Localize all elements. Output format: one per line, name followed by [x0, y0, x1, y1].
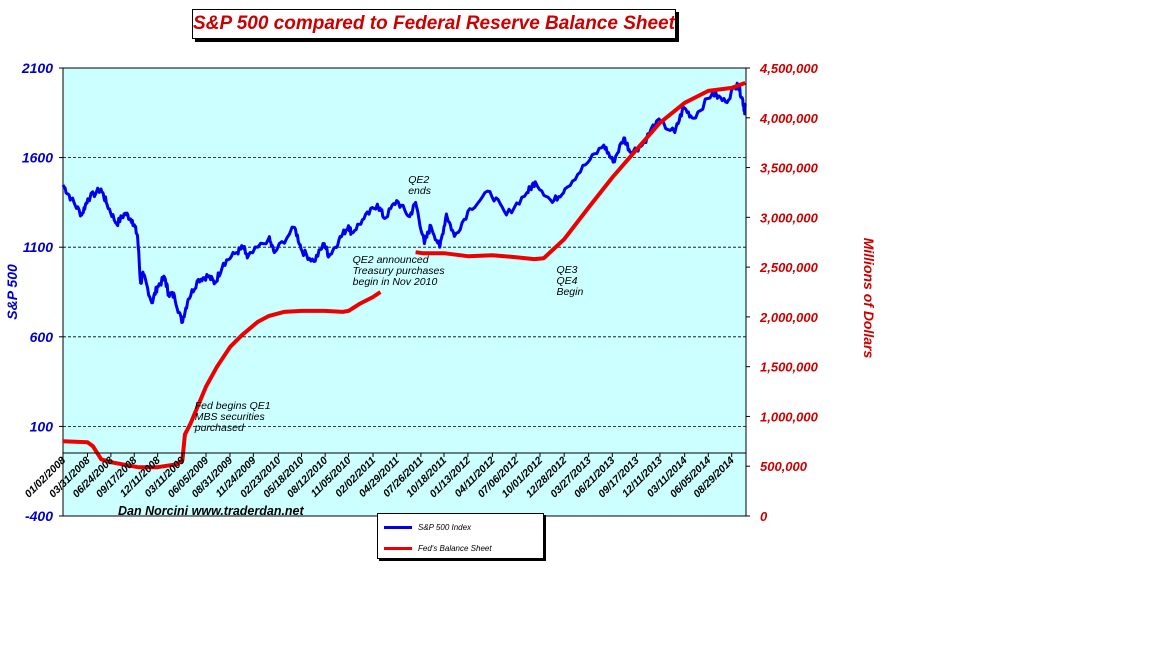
left-tick-label: -400: [25, 508, 53, 524]
series-line-1: [62, 290, 382, 470]
right-tick-label: 1,000,000: [760, 409, 819, 424]
annotation-line: ends: [408, 185, 432, 197]
legend-item-sp500: S&P 500 Index: [384, 523, 471, 532]
left-tick-label: 600: [30, 329, 54, 345]
legend-swatch-fed: [384, 547, 412, 550]
left-tick-label: 100: [30, 418, 54, 434]
right-tick-label: 1,500,000: [760, 360, 819, 375]
annotation-line: MBS securities: [195, 411, 266, 423]
annotation-line: QE2 announced: [353, 254, 430, 266]
y-axis-right-label: Millions of Dollars: [861, 238, 877, 359]
right-tick-label: 4,500,000: [759, 61, 819, 76]
right-tick-label: 4,000,000: [759, 111, 819, 126]
legend-swatch-sp500: [384, 526, 412, 529]
annotation-line: Fed begins QE1: [195, 400, 271, 412]
legend-label-sp500: S&P 500 Index: [418, 523, 472, 532]
right-tick-label: 2,500,000: [759, 260, 819, 275]
annotation-line: purchased: [194, 422, 245, 434]
right-tick-label: 500,000: [760, 459, 808, 474]
y-axis-left-label: S&P 500: [4, 264, 20, 320]
annotation-line: Treasury purchases: [353, 265, 446, 277]
series-line-2: [415, 81, 746, 262]
right-tick-label: 3,500,000: [760, 161, 819, 176]
left-tick-label: 2100: [21, 60, 53, 76]
right-tick-label: 2,000,000: [759, 310, 819, 325]
legend: S&P 500 Index Fed's Balance Sheet: [377, 513, 544, 559]
right-tick-label: 3,000,000: [760, 210, 819, 225]
right-tick-label: 0: [760, 509, 768, 524]
annotation-line: QE4: [556, 275, 577, 287]
annotation-line: QE3: [556, 264, 577, 276]
left-tick-label: 1100: [23, 239, 53, 255]
chart-title: S&P 500 compared to Federal Reserve Bala…: [192, 9, 676, 39]
annotation-line: QE2: [408, 174, 429, 186]
credit-text: Dan Norcini www.traderdan.net: [118, 504, 305, 518]
legend-label-fed: Fed's Balance Sheet: [418, 544, 492, 553]
left-tick-label: 1600: [22, 150, 53, 166]
series-line-0: [61, 81, 747, 324]
annotation-line: begin in Nov 2010: [353, 276, 438, 288]
plot-area: [62, 67, 747, 517]
annotation-line: Begin: [556, 286, 583, 298]
legend-item-fed: Fed's Balance Sheet: [384, 544, 492, 553]
